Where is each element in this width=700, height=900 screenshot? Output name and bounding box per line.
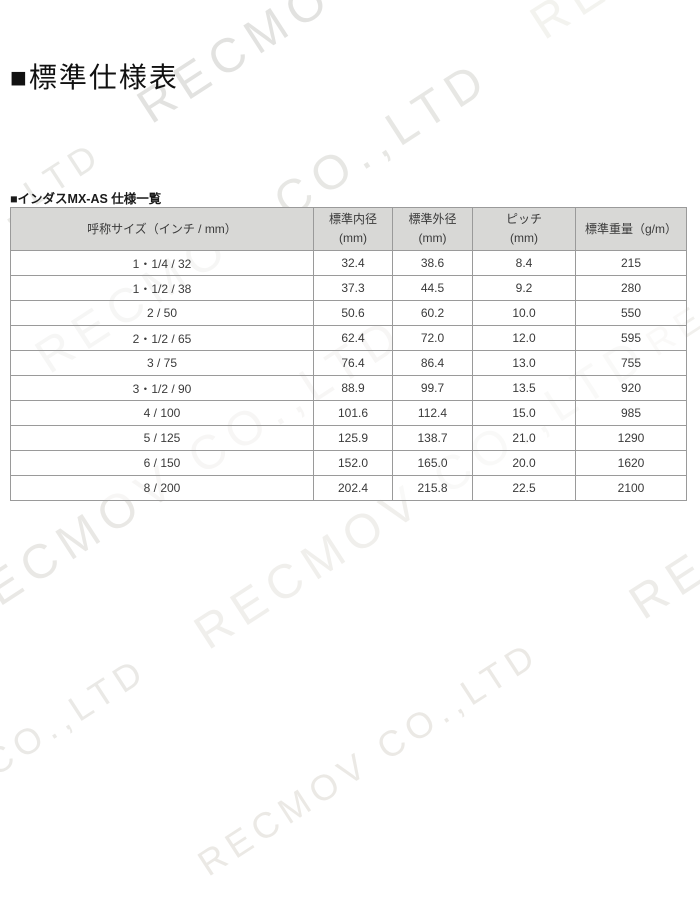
column-header-size: 呼称サイズ（インチ / mm） — [10, 207, 314, 251]
cell-outer-diameter: 112.4 — [392, 400, 473, 426]
cell-size: 8 / 200 — [10, 475, 314, 501]
column-header-pitch: ピッチ (mm) — [472, 207, 576, 251]
table-row: 1・1/4 / 32 32.4 38.6 8.4 215 — [10, 250, 687, 276]
cell-pitch: 13.5 — [472, 375, 576, 401]
cell-size: 2 / 50 — [10, 300, 314, 326]
column-header-inner-diameter: 標準内径 (mm) — [313, 207, 393, 251]
table-header-row: 呼称サイズ（インチ / mm） 標準内径 (mm) 標準外径 (mm) ピッチ … — [10, 207, 687, 251]
cell-inner-diameter: 101.6 — [313, 400, 393, 426]
cell-weight: 550 — [575, 300, 687, 326]
cell-outer-diameter: 38.6 — [392, 250, 473, 276]
cell-weight: 215 — [575, 250, 687, 276]
cell-outer-diameter: 86.4 — [392, 350, 473, 376]
table-row: 3・1/2 / 90 88.9 99.7 13.5 920 — [10, 375, 687, 401]
cell-pitch: 20.0 — [472, 450, 576, 476]
table-row: 1・1/2 / 38 37.3 44.5 9.2 280 — [10, 275, 687, 301]
page-title: ■標準仕様表 — [10, 62, 179, 93]
cell-inner-diameter: 125.9 — [313, 425, 393, 451]
cell-weight: 1290 — [575, 425, 687, 451]
cell-weight: 280 — [575, 275, 687, 301]
cell-pitch: 12.0 — [472, 325, 576, 351]
cell-size: 3 / 75 — [10, 350, 314, 376]
cell-size: 2・1/2 / 65 — [10, 325, 314, 351]
cell-pitch: 9.2 — [472, 275, 576, 301]
cell-inner-diameter: 76.4 — [313, 350, 393, 376]
cell-size: 1・1/2 / 38 — [10, 275, 314, 301]
cell-outer-diameter: 165.0 — [392, 450, 473, 476]
spec-table: 呼称サイズ（インチ / mm） 標準内径 (mm) 標準外径 (mm) ピッチ … — [10, 207, 687, 501]
cell-inner-diameter: 152.0 — [313, 450, 393, 476]
cell-outer-diameter: 44.5 — [392, 275, 473, 301]
cell-outer-diameter: 138.7 — [392, 425, 473, 451]
watermark-text: RECMOV CO.,LTD — [190, 632, 547, 884]
cell-pitch: 10.0 — [472, 300, 576, 326]
table-row: 8 / 200 202.4 215.8 22.5 2100 — [10, 475, 687, 501]
cell-outer-diameter: 99.7 — [392, 375, 473, 401]
column-header-outer-diameter: 標準外径 (mm) — [392, 207, 473, 251]
cell-pitch: 8.4 — [472, 250, 576, 276]
cell-size: 3・1/2 / 90 — [10, 375, 314, 401]
table-row: 2 / 50 50.6 60.2 10.0 550 — [10, 300, 687, 326]
table-row: 2・1/2 / 65 62.4 72.0 12.0 595 — [10, 325, 687, 351]
cell-outer-diameter: 72.0 — [392, 325, 473, 351]
section-label: ■インダスMX-AS 仕様一覧 — [10, 192, 162, 206]
cell-size: 5 / 125 — [10, 425, 314, 451]
cell-size: 4 / 100 — [10, 400, 314, 426]
cell-inner-diameter: 62.4 — [313, 325, 393, 351]
cell-weight: 755 — [575, 350, 687, 376]
cell-size: 1・1/4 / 32 — [10, 250, 314, 276]
table-row: 3 / 75 76.4 86.4 13.0 755 — [10, 350, 687, 376]
watermark-text: RECMOV CO.,LTD — [0, 648, 155, 900]
table-row: 4 / 100 101.6 112.4 15.0 985 — [10, 400, 687, 426]
cell-pitch: 13.0 — [472, 350, 576, 376]
cell-weight: 1620 — [575, 450, 687, 476]
cell-outer-diameter: 215.8 — [392, 475, 473, 501]
cell-pitch: 15.0 — [472, 400, 576, 426]
cell-size: 6 / 150 — [10, 450, 314, 476]
cell-weight: 595 — [575, 325, 687, 351]
cell-inner-diameter: 37.3 — [313, 275, 393, 301]
cell-inner-diameter: 32.4 — [313, 250, 393, 276]
cell-inner-diameter: 50.6 — [313, 300, 393, 326]
cell-pitch: 22.5 — [472, 475, 576, 501]
cell-weight: 985 — [575, 400, 687, 426]
cell-inner-diameter: 88.9 — [313, 375, 393, 401]
table-row: 6 / 150 152.0 165.0 20.0 1620 — [10, 450, 687, 476]
watermark-text: RECMOV CO.,LTD — [128, 0, 602, 134]
table-row: 5 / 125 125.9 138.7 21.0 1290 — [10, 425, 687, 451]
cell-pitch: 21.0 — [472, 425, 576, 451]
cell-weight: 920 — [575, 375, 687, 401]
cell-outer-diameter: 60.2 — [392, 300, 473, 326]
column-header-weight: 標準重量（g/m） — [575, 207, 687, 251]
cell-weight: 2100 — [575, 475, 687, 501]
cell-inner-diameter: 202.4 — [313, 475, 393, 501]
watermark-text: RECMOV CO.,LTD — [521, 0, 700, 50]
